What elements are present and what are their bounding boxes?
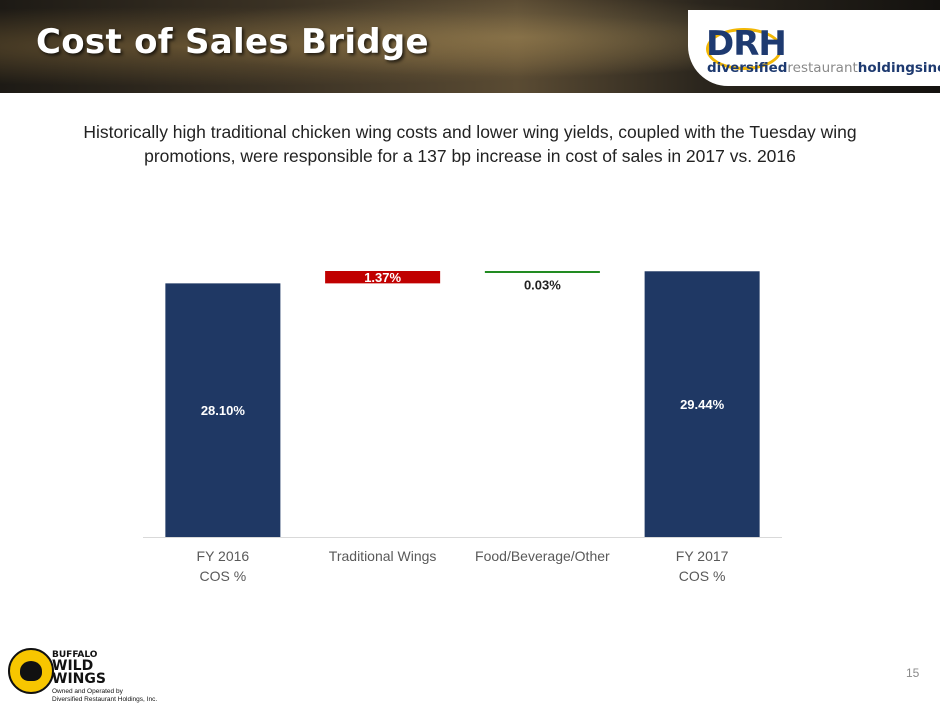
data-label-2: 1.37%: [364, 270, 401, 285]
bw-caption: Owned and Operated by Diversified Restau…: [52, 688, 158, 703]
buffalo-wing-icon: [20, 661, 42, 681]
category-label-1-line-1: FY 2016: [197, 548, 250, 564]
data-label-1: 28.10%: [201, 403, 246, 418]
bw-emblem: [8, 648, 54, 694]
drh-logo-letters: DRH: [706, 24, 787, 64]
drh-logo-wordmark: diversifiedrestaurantholdingsinc.: [707, 60, 940, 76]
category-label-4-line-1: FY 2017: [676, 548, 729, 564]
page-title: Cost of Sales Bridge: [36, 22, 429, 62]
category-label-1-line-2: COS %: [200, 568, 247, 584]
drh-logo-ring: [706, 28, 782, 70]
bar-2: [325, 271, 441, 284]
data-label-3: 0.03%: [524, 277, 561, 292]
category-label-2: Traditional Wings: [329, 548, 437, 564]
bar-4: [644, 271, 760, 537]
bar-1: [165, 283, 281, 537]
subtitle: Historically high traditional chicken wi…: [83, 122, 857, 166]
category-label-3: Food/Beverage/Other: [475, 548, 610, 564]
page-number: 15: [906, 666, 920, 680]
category-label-4-line-2: COS %: [679, 568, 726, 584]
data-label-4: 29.44%: [680, 397, 725, 412]
bw-wordmark: BUFFALO WILD WINGS: [52, 650, 106, 687]
bar-3: [484, 271, 600, 273]
